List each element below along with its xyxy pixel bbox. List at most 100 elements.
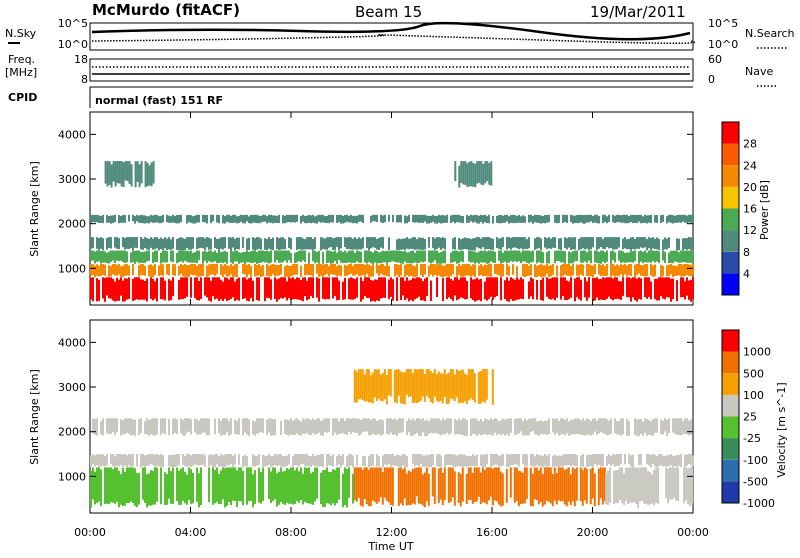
heatmap-cell — [377, 467, 380, 503]
colorbar-tick-label: 16 — [743, 203, 757, 216]
colorbar-swatch — [722, 481, 739, 503]
heatmap-cell — [402, 251, 404, 264]
heatmap-cell — [657, 467, 660, 504]
heatmap-cell — [522, 250, 524, 262]
heatmap-cell — [620, 281, 622, 300]
heatmap-cell — [260, 418, 262, 433]
heatmap-cell — [120, 250, 122, 261]
heatmap-cell — [276, 454, 278, 466]
heatmap-cell — [232, 237, 234, 248]
heatmap-cell — [378, 252, 380, 264]
heatmap-cell — [542, 216, 544, 224]
heatmap-cell — [454, 237, 456, 250]
heatmap-cell — [415, 467, 418, 497]
heatmap-cell — [525, 467, 528, 499]
heatmap-cell — [324, 263, 326, 275]
heatmap-cell — [268, 454, 270, 465]
heatmap-cell — [104, 264, 106, 276]
heatmap-cell — [120, 454, 122, 466]
heatmap-cell — [615, 470, 618, 503]
heatmap-cell — [338, 280, 340, 300]
heatmap-cell — [686, 418, 688, 435]
heatmap-cell — [488, 277, 490, 300]
heatmap-cell — [114, 456, 116, 468]
heatmap-cell — [532, 250, 534, 262]
heatmap-cell — [359, 369, 362, 399]
heatmap-cell — [400, 214, 402, 223]
heatmap-cell — [302, 473, 304, 505]
heatmap-cell — [456, 266, 458, 278]
heatmap-cell — [302, 277, 304, 302]
heatmap-cell — [448, 454, 450, 465]
heatmap-cell — [618, 250, 620, 261]
heatmap-cell — [494, 277, 496, 298]
heatmap-cell — [596, 250, 598, 263]
heatmap-cell — [198, 473, 200, 508]
beam-title: Beam 15 — [355, 3, 422, 21]
heatmap-cell — [548, 250, 550, 264]
heatmap-cell — [138, 250, 140, 264]
heatmap-cell — [614, 454, 616, 467]
heatmap-cell — [606, 250, 608, 262]
heatmap-cell — [571, 467, 574, 502]
heatmap-cell — [690, 237, 692, 251]
colorbar-swatch — [722, 143, 739, 166]
heatmap-cell — [665, 467, 668, 498]
heatmap-cell — [182, 265, 184, 277]
heatmap-cell — [282, 250, 284, 263]
heatmap-cell — [230, 418, 232, 435]
heatmap-cell — [413, 468, 416, 505]
heatmap-cell — [408, 263, 410, 277]
heatmap-cell — [242, 252, 244, 263]
heatmap-cell — [118, 279, 120, 301]
heatmap-cell — [210, 250, 212, 263]
heatmap-cell — [406, 456, 408, 468]
heatmap-cell — [286, 214, 288, 223]
heatmap-cell — [538, 215, 540, 223]
heatmap-cell — [202, 263, 204, 276]
heatmap-cell — [644, 263, 646, 277]
heatmap-cell — [182, 277, 184, 300]
heatmap-cell — [252, 280, 254, 302]
heatmap-cell — [178, 237, 180, 250]
heatmap-cell — [166, 263, 168, 275]
heatmap-cell — [582, 215, 584, 224]
heatmap-cell — [518, 250, 520, 262]
heatmap-cell — [322, 277, 324, 299]
heatmap-cell — [622, 251, 624, 263]
heatmap-cell — [389, 369, 392, 397]
heatmap-cell — [456, 277, 458, 301]
heatmap-cell — [583, 467, 586, 501]
heatmap-cell — [388, 265, 390, 277]
heatmap-cell — [530, 454, 532, 466]
heatmap-cell — [324, 470, 326, 507]
heatmap-cell — [540, 264, 542, 278]
heatmap-cell — [588, 250, 590, 261]
heatmap-cell — [462, 454, 464, 467]
heatmap-cell — [396, 277, 398, 302]
heatmap-cell — [270, 250, 272, 263]
heatmap-cell — [670, 214, 672, 223]
heatmap-cell — [517, 470, 520, 507]
heatmap-cell — [108, 277, 110, 299]
heatmap-cell — [544, 454, 546, 466]
heatmap-cell — [378, 265, 380, 277]
heatmap-cell — [126, 237, 128, 249]
heatmap-cell — [422, 455, 424, 467]
heatmap-cell — [420, 419, 422, 437]
heatmap-cell — [488, 237, 490, 250]
heatmap-cell — [406, 237, 408, 249]
heatmap-cell — [162, 418, 164, 434]
heatmap-cell — [502, 263, 504, 277]
heatmap-cell — [182, 454, 184, 465]
heatmap-cell — [452, 250, 454, 263]
heatmap-cell — [660, 454, 662, 466]
heatmap-cell — [186, 418, 188, 433]
heatmap-cell — [642, 251, 644, 264]
heatmap-cell — [514, 454, 516, 465]
heatmap-cell — [242, 263, 244, 274]
heatmap-cell — [282, 471, 284, 504]
heatmap-cell — [436, 215, 438, 224]
heatmap-cell — [554, 277, 556, 301]
heatmap-cell — [282, 455, 284, 467]
